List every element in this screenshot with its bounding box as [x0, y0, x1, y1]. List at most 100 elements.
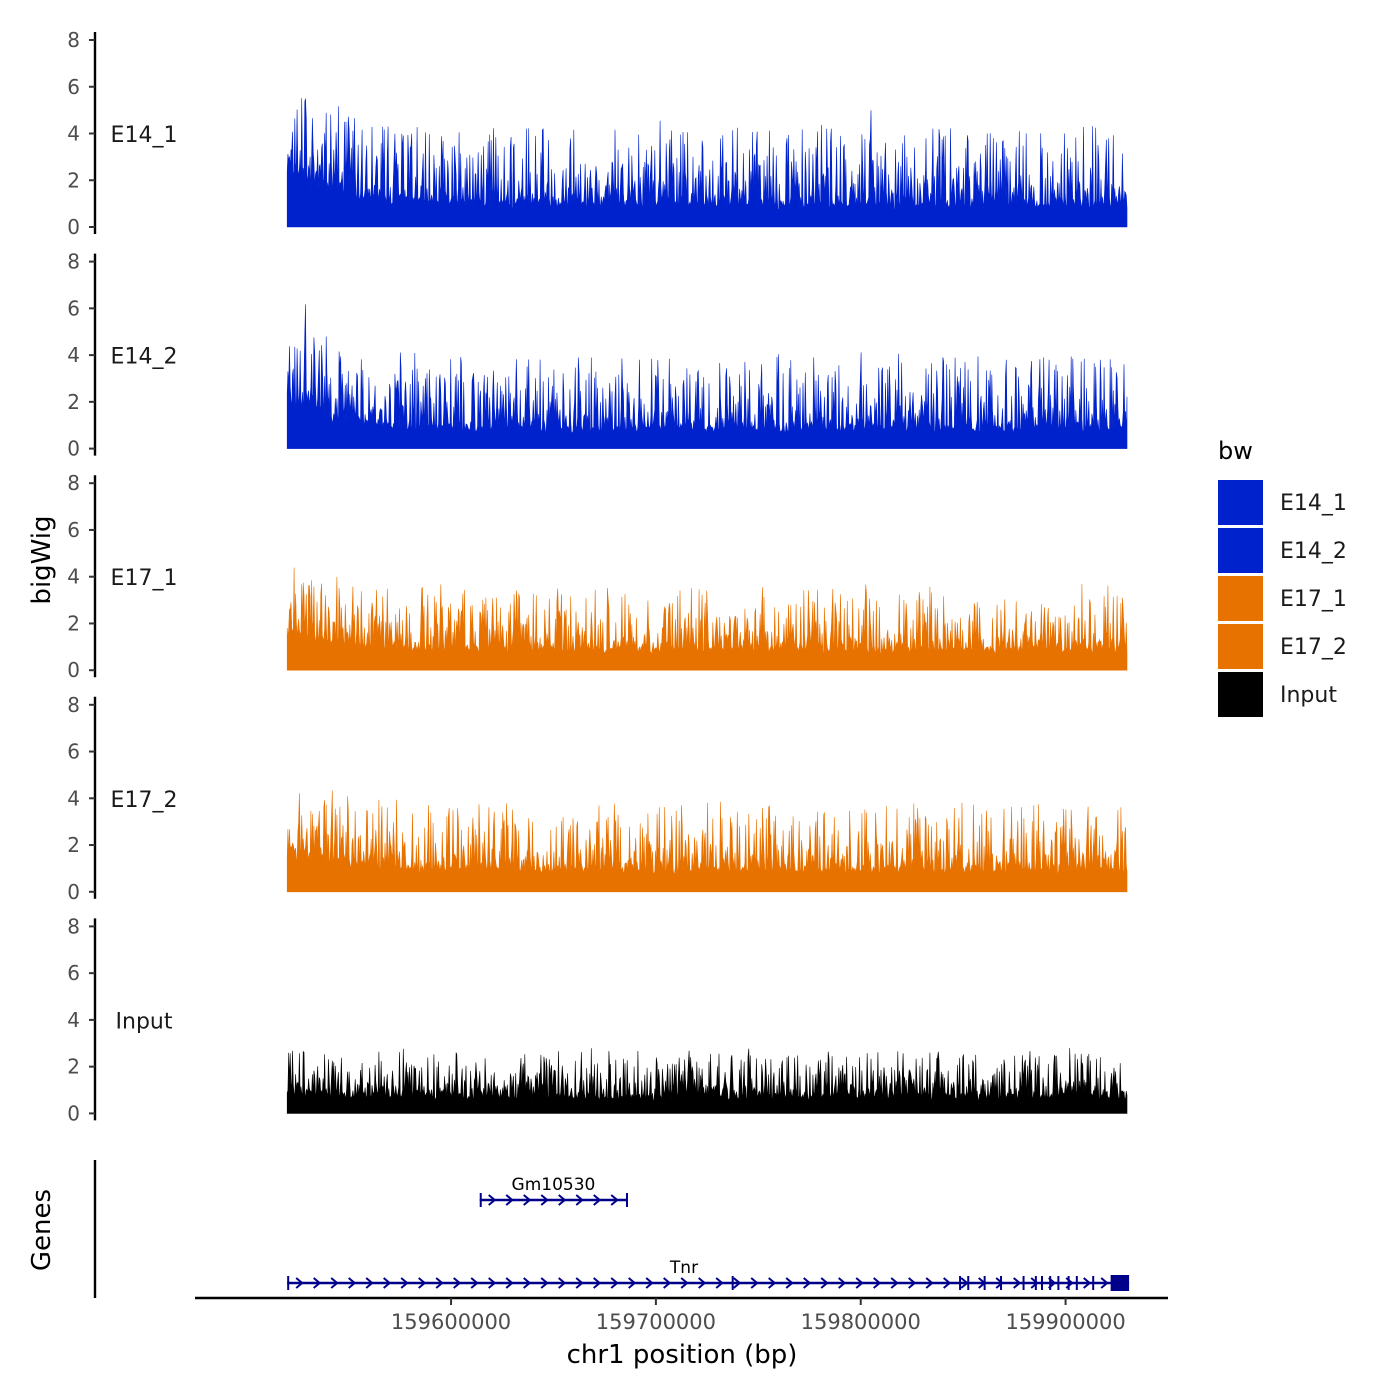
y-tick-label: 6	[67, 296, 80, 320]
y-tick-label: 0	[67, 880, 80, 904]
x-tick-label: 159800000	[801, 1310, 921, 1334]
legend: bw E14_1 E14_2 E17_1 E17_2 Input	[1218, 437, 1347, 717]
strand-chevron	[575, 1277, 584, 1289]
y-tick-label: 8	[67, 914, 80, 938]
track-E14_2: 0 2 4 6 8 E14_2	[67, 250, 1128, 461]
strand-chevron	[890, 1277, 899, 1289]
exon	[967, 1276, 970, 1290]
strand-chevron	[733, 1277, 742, 1289]
strand-chevron	[593, 1277, 602, 1289]
strand-chevron	[295, 1277, 304, 1289]
legend-label-E14_1: E14_1	[1280, 491, 1347, 516]
y-tick-label: 2	[67, 1055, 80, 1079]
strand-chevron	[365, 1277, 374, 1289]
gene-Gm10530: Gm10530	[479, 1175, 628, 1207]
strand-chevron	[435, 1277, 444, 1289]
strand-chevron	[820, 1277, 829, 1289]
strand-chevron	[540, 1277, 549, 1289]
strand-chevron	[838, 1277, 847, 1289]
y-tick-label: 4	[67, 343, 80, 367]
strand-chevron	[313, 1277, 322, 1289]
exon	[983, 1276, 986, 1290]
strand-chevron	[523, 1194, 532, 1206]
x-tick-label: 159900000	[1005, 1310, 1125, 1334]
strand-chevron	[1100, 1277, 1109, 1289]
track-Input: 0 2 4 6 8 Input	[67, 914, 1128, 1125]
strand-chevron	[488, 1194, 497, 1206]
legend-swatch-E14_2	[1218, 528, 1263, 573]
coverage-area	[286, 790, 1128, 893]
strand-chevron	[540, 1194, 549, 1206]
genes-track-title: Genes	[27, 1189, 57, 1271]
strand-chevron	[803, 1277, 812, 1289]
exon	[959, 1276, 962, 1290]
strand-chevron	[785, 1277, 794, 1289]
strand-chevron	[383, 1277, 392, 1289]
y-tick-label: 0	[67, 1101, 80, 1125]
exon	[1075, 1276, 1078, 1290]
track-label: E14_2	[111, 345, 178, 370]
strand-chevron	[908, 1277, 917, 1289]
y-tick-label: 0	[67, 215, 80, 239]
exon	[1067, 1276, 1070, 1290]
strand-chevron	[873, 1277, 882, 1289]
legend-swatch-E17_2	[1218, 624, 1263, 669]
strand-chevron	[558, 1277, 567, 1289]
exon	[1057, 1276, 1060, 1290]
strand-chevron	[943, 1277, 952, 1289]
coverage-tracks: 0 2 4 6 8 E14_1 0 2 4 6 8 E14_2 0 2 4 6 8 E17_1 0 2 4 6 8 E17_2…	[67, 28, 1128, 1125]
exon	[731, 1276, 734, 1290]
y-tick-label: 2	[67, 390, 80, 414]
exon	[1000, 1276, 1003, 1290]
strand-chevron	[610, 1277, 619, 1289]
y-tick-label: 6	[67, 961, 80, 985]
y-tick-label: 4	[67, 1008, 80, 1032]
gene-label: Tnr	[669, 1258, 698, 1278]
strand-chevron	[698, 1277, 707, 1289]
y-tick-label: 8	[67, 250, 80, 274]
strand-chevron	[715, 1277, 724, 1289]
strand-chevron	[1013, 1277, 1022, 1289]
y-tick-label: 8	[67, 471, 80, 495]
strand-chevron	[995, 1277, 1004, 1289]
x-tick-label: 159600000	[391, 1310, 511, 1334]
y-tick-label: 2	[67, 611, 80, 635]
y-tick-label: 2	[67, 833, 80, 857]
x-tick-label: 159700000	[596, 1310, 716, 1334]
coverage-area	[286, 304, 1128, 449]
strand-chevron	[558, 1194, 567, 1206]
strand-chevron	[505, 1277, 514, 1289]
legend-label-E14_2: E14_2	[1280, 539, 1347, 564]
legend-swatch-Input	[1218, 672, 1263, 717]
exon	[1049, 1276, 1052, 1290]
legend-label-E17_1: E17_1	[1280, 587, 1347, 612]
coverage-area	[286, 98, 1128, 228]
strand-chevron	[348, 1277, 357, 1289]
strand-chevron	[925, 1277, 934, 1289]
y-axis-title: bigWig	[27, 515, 57, 604]
x-axis-title: chr1 position (bp)	[567, 1340, 798, 1370]
strand-chevron	[1083, 1277, 1092, 1289]
y-tick-label: 4	[67, 565, 80, 589]
strand-chevron	[593, 1194, 602, 1206]
gene-Tnr: Tnr	[287, 1258, 1130, 1291]
strand-chevron	[453, 1277, 462, 1289]
exon	[479, 1193, 482, 1207]
y-tick-label: 8	[67, 693, 80, 717]
y-tick-label: 6	[67, 75, 80, 99]
strand-chevron	[628, 1277, 637, 1289]
y-tick-label: 6	[67, 740, 80, 764]
track-E17_2: 0 2 4 6 8 E17_2	[67, 693, 1128, 904]
y-tick-label: 4	[67, 786, 80, 810]
strand-chevron	[663, 1277, 672, 1289]
track-E14_1: 0 2 4 6 8 E14_1	[67, 28, 1128, 239]
strand-chevron	[418, 1277, 427, 1289]
legend-label-Input: Input	[1280, 683, 1337, 708]
track-label: E17_1	[111, 566, 178, 591]
strand-chevron	[575, 1194, 584, 1206]
x-axis: 159600000 159700000 159800000 159900000	[195, 1296, 1168, 1334]
legend-swatch-E14_1	[1218, 480, 1263, 525]
strand-chevron	[680, 1277, 689, 1289]
